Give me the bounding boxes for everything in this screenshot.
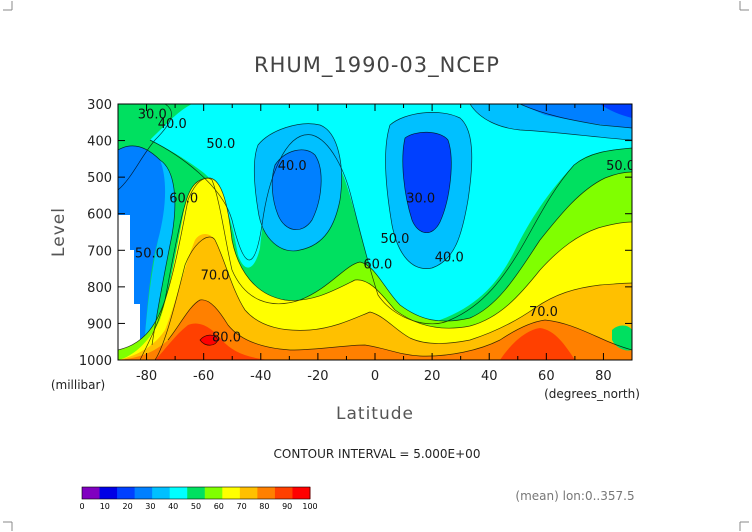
contour-band-30-south-core [272, 149, 322, 230]
contour-label: 30.0 [406, 192, 435, 207]
x-axis-label: Latitude [336, 404, 414, 424]
colorbar-tick-label: 30 [145, 502, 155, 511]
colorbar-tick-label: 70 [237, 502, 247, 511]
colorbar-swatch [204, 487, 223, 499]
contour-band-20-topright [600, 104, 632, 118]
y-tick-label: 400 [87, 135, 112, 150]
colorbar-swatch [169, 487, 188, 499]
contour-label: 30.0 [138, 108, 167, 123]
contour-label: 50.0 [606, 159, 635, 174]
colorbar-tick-label: 0 [79, 502, 84, 511]
contour-label: 40.0 [278, 159, 307, 174]
colorbar-tick-label: 100 [302, 502, 317, 511]
x-tick-label: 20 [424, 369, 441, 384]
colorbar-swatch [222, 487, 241, 499]
y-tick-label: 900 [87, 317, 112, 332]
colorbar-tick-label: 60 [214, 502, 224, 511]
x-tick-label: -40 [250, 369, 271, 384]
footnote-mean-lon: (mean) lon:0..357.5 [515, 489, 634, 503]
x-tick-label: 80 [595, 369, 612, 384]
contour-band-30-north-core [402, 132, 452, 233]
colorbar-swatch [292, 487, 311, 499]
y-tick-label: 700 [87, 244, 112, 259]
colorbar-swatch [134, 487, 153, 499]
y-tick-label: 500 [87, 171, 112, 186]
missing-data-patch-2 [118, 250, 134, 304]
colorbar-tick-label: 20 [123, 502, 133, 511]
colorbar-swatch [117, 487, 136, 499]
x-axis: -80 -60 -40 -20 0 20 40 60 80 [117, 104, 633, 384]
colorbar-frame [81, 486, 311, 500]
contour-label: 80.0 [212, 331, 241, 346]
contour-band-100-b [500, 328, 575, 360]
colorbar-swatch [187, 487, 206, 499]
missing-data-patch [118, 215, 130, 251]
y-axis-label: Level [49, 207, 69, 257]
x-tick-label: -20 [307, 369, 328, 384]
contour-lines [118, 104, 632, 360]
x-tick-label: 40 [481, 369, 498, 384]
y-tick-label: 600 [87, 208, 112, 223]
colorbar-swatch [239, 487, 258, 499]
plot-area: 30.040.050.040.060.050.070.080.030.050.0… [118, 104, 635, 360]
contour-label: 70.0 [529, 305, 558, 320]
contour-label: 60.0 [363, 258, 392, 273]
page-corner-marks [3, 1, 749, 531]
contour-label: 50.0 [206, 137, 235, 152]
x-axis-units: (degrees_north) [544, 387, 640, 401]
x-tick-label: 60 [538, 369, 555, 384]
colorbar-swatch [152, 487, 171, 499]
contour-label: 50.0 [135, 247, 164, 262]
x-tick-label: -60 [193, 369, 214, 384]
contour-label: 40.0 [435, 250, 464, 265]
colorbar-swatch [99, 487, 118, 499]
x-tick-label: -80 [136, 369, 157, 384]
colorbar-tick-label: 90 [282, 502, 292, 511]
colorbar: 0 10 20 30 40 50 60 70 80 90 100 [79, 486, 318, 511]
colorbar-tick-label: 40 [168, 502, 178, 511]
contour-band-40-west [145, 160, 175, 345]
chart-title: RHUM_1990-03_NCEP [254, 53, 500, 78]
contour-label: 60.0 [169, 192, 198, 207]
contour-band-90 [118, 299, 632, 360]
contour-interval-note: CONTOUR INTERVAL = 5.000E+00 [274, 447, 481, 461]
colorbar-swatch [82, 487, 101, 499]
contour-band-80 [118, 234, 632, 360]
y-axis-units: (millibar) [51, 378, 105, 392]
colorbar-swatch [274, 487, 293, 499]
colorbar-tick-label: 10 [100, 502, 110, 511]
contour-band-max [200, 335, 218, 346]
y-axis: 300 400 500 600 700 800 900 1000 [79, 98, 632, 369]
y-tick-label: 800 [87, 281, 112, 296]
contour-label: 50.0 [381, 232, 410, 247]
colorbar-tick-label: 80 [259, 502, 269, 511]
contour-band-30-topright [520, 104, 632, 128]
contour-label: 70.0 [201, 269, 230, 284]
y-tick-label: 300 [87, 98, 112, 113]
contour-band-green-east [612, 325, 632, 351]
contour-label: 40.0 [158, 117, 187, 132]
x-tick-label: 0 [371, 369, 379, 384]
contour-label-layer: 30.040.050.040.060.050.070.080.030.050.0… [135, 108, 635, 346]
colorbar-swatch [257, 487, 276, 499]
colorbar-tick-label: 50 [191, 502, 201, 511]
y-tick-label: 1000 [79, 354, 112, 369]
